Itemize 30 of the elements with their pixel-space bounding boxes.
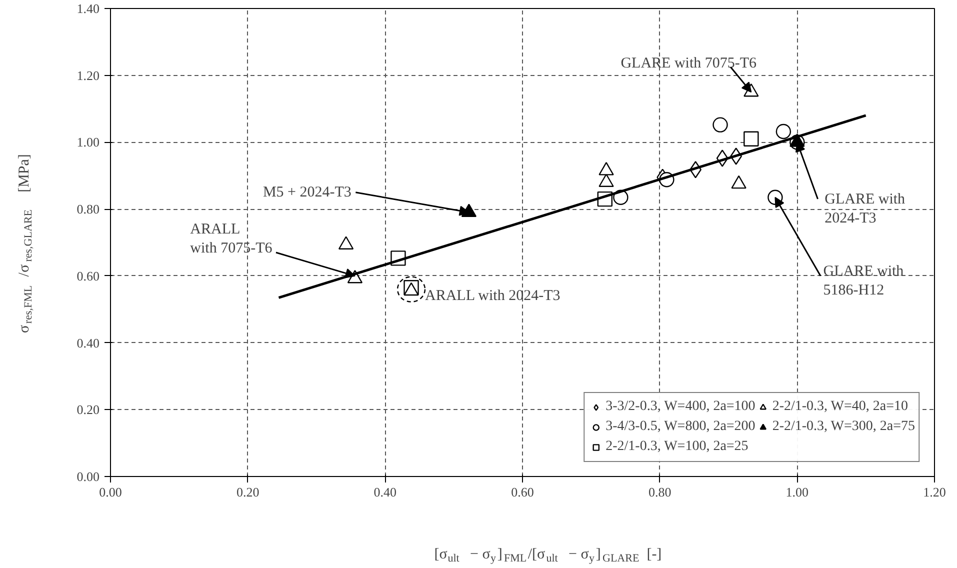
y-tick-label: 0.40 xyxy=(76,335,100,350)
legend-label: 3-3/2-0.3, W=400, 2a=100 xyxy=(606,399,756,415)
y-tick-label: 0.80 xyxy=(76,202,100,217)
x-tick-label: 1.20 xyxy=(923,484,946,500)
y-tick-label: 0.60 xyxy=(76,268,100,284)
annotation: ARALL with 2024-T3 xyxy=(424,288,560,304)
point xyxy=(776,124,792,140)
y-tick-label: 1.00 xyxy=(76,134,100,150)
legend-label: 2-2/1-0.3, W=40, 2a=10 xyxy=(772,399,908,415)
annotation: ARALL with 7075-T6 xyxy=(190,222,273,257)
y-tick-label: 0.20 xyxy=(76,402,100,418)
y-tick-label: 1.40 xyxy=(76,1,100,16)
x-tick-label: 0.00 xyxy=(99,484,122,500)
y-tick-label: 1.20 xyxy=(76,68,100,83)
text: σres,FML/σres,GLARE [MPa] xyxy=(16,154,34,334)
x-tick-label: 1.00 xyxy=(786,484,809,500)
legend-label: 3-4/3-0.5, W=800, 2a=200 xyxy=(606,419,756,435)
x-tick-label: 0.60 xyxy=(511,484,534,500)
y-tick-label: 0.00 xyxy=(76,469,100,484)
point xyxy=(712,117,728,132)
annotation: GLARE with 5186-H12 xyxy=(823,263,904,299)
x-tick-label: 0.40 xyxy=(374,484,397,500)
annotation: GLARE with 2024-T3 xyxy=(824,191,906,227)
annotation: GLARE with 7075-T6 xyxy=(620,56,758,72)
legend-label: 2-2/1-0.3, W=100, 2a=25 xyxy=(606,439,748,455)
legend-label: 2-2/1-0.3, W=300, 2a=75 xyxy=(772,419,915,435)
x-tick-label: 0.80 xyxy=(648,484,672,500)
point xyxy=(744,131,759,146)
annotation: M5 + 2024-T3 xyxy=(262,184,352,200)
x-tick-label: 0.20 xyxy=(236,484,260,500)
